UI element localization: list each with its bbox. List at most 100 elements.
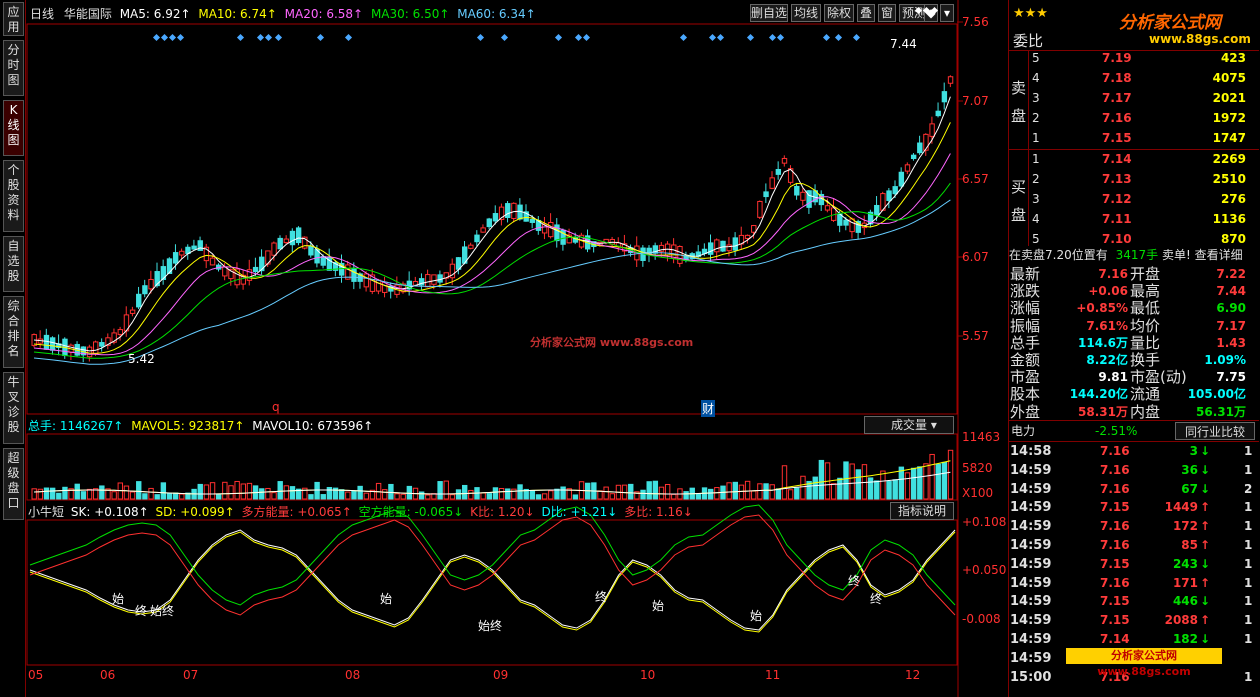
volume-bar xyxy=(449,494,456,500)
ma-line-0 xyxy=(33,96,951,352)
stats-divider xyxy=(1009,441,1259,442)
volume-dropdown-label: 成交量 xyxy=(891,418,928,432)
volume-bar xyxy=(738,484,745,500)
volume-bar xyxy=(265,487,271,500)
ma-line-1 xyxy=(33,122,951,354)
signal-diamond xyxy=(152,33,161,42)
chevron-down-icon[interactable]: ▾ xyxy=(940,4,954,22)
toolbar-button-0[interactable]: 删自选 xyxy=(750,4,788,22)
volume-bar xyxy=(314,481,320,500)
indicator-header: 小牛短 SK: +0.108↑ SD: +0.099↑ 多方能量: +0.065… xyxy=(28,503,693,520)
candle-body xyxy=(295,227,302,244)
left-tab-5[interactable]: 综合排名 xyxy=(3,296,24,368)
candle-body xyxy=(511,202,517,219)
left-tab-7[interactable]: 超级盘口 xyxy=(3,448,24,520)
candle-body xyxy=(129,309,136,314)
toolbar-button-2[interactable]: 除权 xyxy=(824,4,854,22)
tick-row: 15:00 7.16 1 xyxy=(1008,668,1258,687)
price-tick-label: 7.56 xyxy=(962,15,989,29)
volume-bar xyxy=(369,489,376,500)
indicator-name[interactable]: 小牛短 xyxy=(28,505,65,519)
candle-body xyxy=(86,346,93,358)
candle-body xyxy=(191,245,197,250)
sell-row-volume: 1747 xyxy=(1212,131,1246,145)
toolbar-button-4[interactable]: 窗 xyxy=(878,4,896,22)
toolbar-button-1[interactable]: 均线 xyxy=(791,4,821,22)
arrow-up-icon: ↑ xyxy=(1200,538,1211,552)
candle-body xyxy=(794,185,800,196)
candle-body xyxy=(375,279,382,292)
footer-logo: 分析家公式网 www.88gs.com xyxy=(1066,648,1222,678)
volume-bar xyxy=(640,489,646,500)
candle-body xyxy=(751,225,757,233)
price-tick-label: 6.07 xyxy=(962,250,989,264)
signal-diamond xyxy=(274,33,283,42)
indicator-help-button[interactable]: 指标说明 xyxy=(890,502,954,520)
period-label[interactable]: 日线 xyxy=(30,7,55,21)
volume-bar xyxy=(382,489,388,500)
candle-body xyxy=(332,262,339,271)
volume-bar xyxy=(935,463,941,500)
tick-price: 7.16 xyxy=(1100,481,1130,496)
volume-bar xyxy=(160,482,167,500)
candle-body xyxy=(947,76,954,84)
stat-value: 6.90 xyxy=(1216,301,1246,316)
left-tab-4[interactable]: 自选股 xyxy=(3,236,24,292)
volume-bar xyxy=(320,494,326,500)
indicator-mark: 始终 xyxy=(150,604,175,618)
left-tab-1[interactable]: 分时图 xyxy=(3,40,24,96)
candle-body xyxy=(541,223,548,234)
tick-price: 7.16 xyxy=(1100,575,1130,590)
candle-body xyxy=(763,191,769,198)
big-order-notice[interactable]: 在卖盘7.20位置有 3417手 卖单! 查看详细 xyxy=(1009,246,1259,264)
sd-line xyxy=(29,531,956,633)
stat-label: 量比 xyxy=(1130,333,1161,352)
volume-dropdown[interactable]: 成交量 ▾ xyxy=(864,416,954,434)
signal-diamond xyxy=(708,33,717,42)
stat-value: 9.81 xyxy=(1098,370,1128,385)
rating-stars: ★★★ xyxy=(1013,6,1048,21)
left-tab-0[interactable]: 应用 xyxy=(3,2,24,36)
sell-side-label: 卖盘 xyxy=(1011,79,1027,125)
volume-bar xyxy=(505,488,511,500)
notice-detail-link[interactable]: 卖单! 查看详细 xyxy=(1161,248,1243,262)
stock-name: 华能国际 xyxy=(63,7,112,21)
industry-compare-button[interactable]: 同行业比较 xyxy=(1175,422,1255,440)
candle-body xyxy=(867,211,874,225)
volume-bar xyxy=(332,487,339,500)
volume-bar xyxy=(886,481,892,500)
candle-body xyxy=(252,266,259,272)
volume-bar xyxy=(726,482,732,500)
candle-body xyxy=(671,244,677,259)
tick-volume: 2088 xyxy=(1164,613,1198,628)
tick-time: 14:58 xyxy=(1010,444,1052,459)
tick-count: 2 xyxy=(1244,481,1253,496)
volume-bar xyxy=(787,489,794,500)
volume-bar xyxy=(818,459,825,500)
volume-bar xyxy=(357,485,363,500)
tick-time: 14:59 xyxy=(1010,650,1052,666)
candle-body xyxy=(209,257,216,266)
indicator-mark: 终 xyxy=(595,590,608,604)
tick-row: 14:59 7.16 85 ↑ 1 xyxy=(1008,536,1258,555)
left-tab-6[interactable]: 牛叉诊股 xyxy=(3,372,24,444)
indicator-mark: 终 xyxy=(848,574,861,588)
volume-bar xyxy=(751,490,757,500)
volume-bar xyxy=(234,480,240,500)
candle-body xyxy=(166,258,173,274)
sell-row-price: 7.16 xyxy=(1102,111,1132,125)
toolbar-button-3[interactable]: 叠 xyxy=(857,4,875,22)
left-tab-char: 分 xyxy=(7,43,20,57)
left-tab-3[interactable]: 个股资料 xyxy=(3,160,24,232)
stat-value: 7.22 xyxy=(1216,267,1246,281)
indicator-mark: 始 xyxy=(112,592,125,606)
tick-count: 1 xyxy=(1244,632,1253,646)
volume-bar xyxy=(302,487,308,500)
cai-marker[interactable]: 财 xyxy=(701,400,716,417)
sell-row-price: 7.15 xyxy=(1102,131,1132,145)
buy-row-volume: 1136 xyxy=(1212,212,1246,226)
volume-bar xyxy=(867,477,874,500)
candle-body xyxy=(548,221,554,238)
tick-volume: 1449 xyxy=(1164,500,1198,515)
